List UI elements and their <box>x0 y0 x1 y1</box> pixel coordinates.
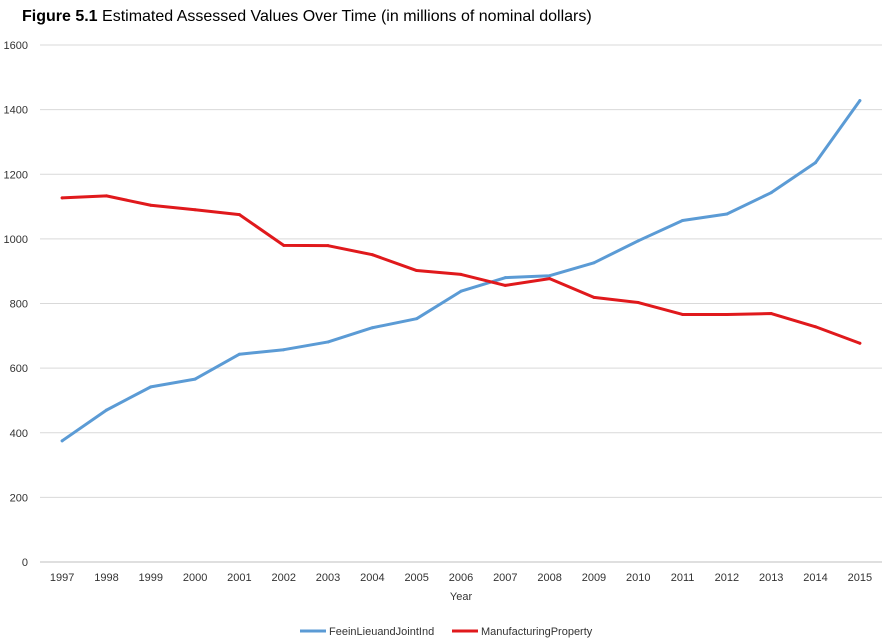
y-tick-label: 400 <box>10 428 28 440</box>
data-point <box>814 161 818 165</box>
x-tick-label: 2003 <box>316 572 340 584</box>
data-point <box>681 312 685 316</box>
data-point <box>370 326 374 330</box>
data-point <box>459 272 463 276</box>
x-tick-label: 2009 <box>582 572 606 584</box>
title-text: Estimated Assessed Values Over Time (in … <box>102 8 592 25</box>
data-point <box>858 341 862 345</box>
data-point <box>769 312 773 316</box>
data-point <box>459 289 463 293</box>
data-point <box>636 239 640 243</box>
data-point <box>104 408 108 412</box>
y-tick-label: 200 <box>10 492 28 504</box>
x-tick-label: 2011 <box>671 572 695 584</box>
x-tick-label: 2008 <box>537 572 561 584</box>
y-tick-label: 1200 <box>4 169 28 181</box>
gridlines <box>40 44 882 563</box>
data-point <box>149 203 153 207</box>
x-tick-label: 1997 <box>50 572 74 584</box>
x-tick-label: 2006 <box>449 572 473 584</box>
data-point <box>503 283 507 287</box>
x-tick-label: 2001 <box>227 572 251 584</box>
x-tick-label: 2002 <box>271 572 295 584</box>
x-axis-ticks: 1997 1998 1999 2000 2001 2002 2003 2004 2005 2006… <box>50 572 872 584</box>
x-tick-label: 2007 <box>493 572 517 584</box>
x-axis-title: Year <box>450 591 473 603</box>
data-point <box>725 212 729 216</box>
data-point <box>858 99 862 103</box>
x-tick-label: 2013 <box>759 572 783 584</box>
series-line-1 <box>60 99 862 443</box>
data-point <box>548 277 552 281</box>
data-point <box>104 194 108 198</box>
data-point <box>60 439 64 443</box>
data-point <box>592 295 596 299</box>
legend-label: ManufacturingProperty <box>481 626 593 638</box>
data-point <box>636 301 640 305</box>
data-point <box>237 352 241 356</box>
x-tick-label: 1999 <box>139 572 163 584</box>
legend: FeeinLieuandJointInd ManufacturingPropert… <box>300 626 593 638</box>
x-tick-label: 2015 <box>848 572 872 584</box>
x-tick-label: 2004 <box>360 572 384 584</box>
y-tick-label: 800 <box>10 299 28 311</box>
data-point <box>769 191 773 195</box>
x-tick-label: 2000 <box>183 572 207 584</box>
data-point <box>370 253 374 257</box>
data-point <box>681 218 685 222</box>
x-tick-label: 2014 <box>803 572 827 584</box>
data-point <box>282 243 286 247</box>
chart-title: Figure 5.1 Estimated Assessed Values Ove… <box>22 8 592 26</box>
data-point <box>725 312 729 316</box>
data-point <box>326 340 330 344</box>
data-point <box>237 213 241 217</box>
y-tick-label: 600 <box>10 363 28 375</box>
data-point <box>193 208 197 212</box>
series-line-2 <box>60 194 862 345</box>
data-point <box>193 377 197 381</box>
data-point <box>282 348 286 352</box>
data-point <box>503 276 507 280</box>
y-tick-label: 0 <box>22 557 28 569</box>
y-tick-label: 1600 <box>4 40 28 52</box>
x-tick-label: 2012 <box>715 572 739 584</box>
data-point <box>60 196 64 200</box>
data-point <box>592 261 596 265</box>
y-tick-label: 1000 <box>4 234 28 246</box>
data-point <box>415 269 419 273</box>
series-lines <box>60 99 862 443</box>
x-tick-label: 2005 <box>404 572 428 584</box>
figure-label: Figure 5.1 <box>22 8 98 25</box>
y-tick-label: 1400 <box>4 105 28 117</box>
x-tick-label: 1998 <box>94 572 118 584</box>
data-point <box>548 274 552 278</box>
x-tick-label: 2010 <box>626 572 650 584</box>
legend-label: FeeinLieuandJointInd <box>329 626 434 638</box>
data-point <box>814 325 818 329</box>
data-point <box>326 244 330 248</box>
data-point <box>415 317 419 321</box>
y-axis-ticks: 0 200 400 600 800 1000 1200 1400 1600 <box>4 40 28 569</box>
data-point <box>149 385 153 389</box>
